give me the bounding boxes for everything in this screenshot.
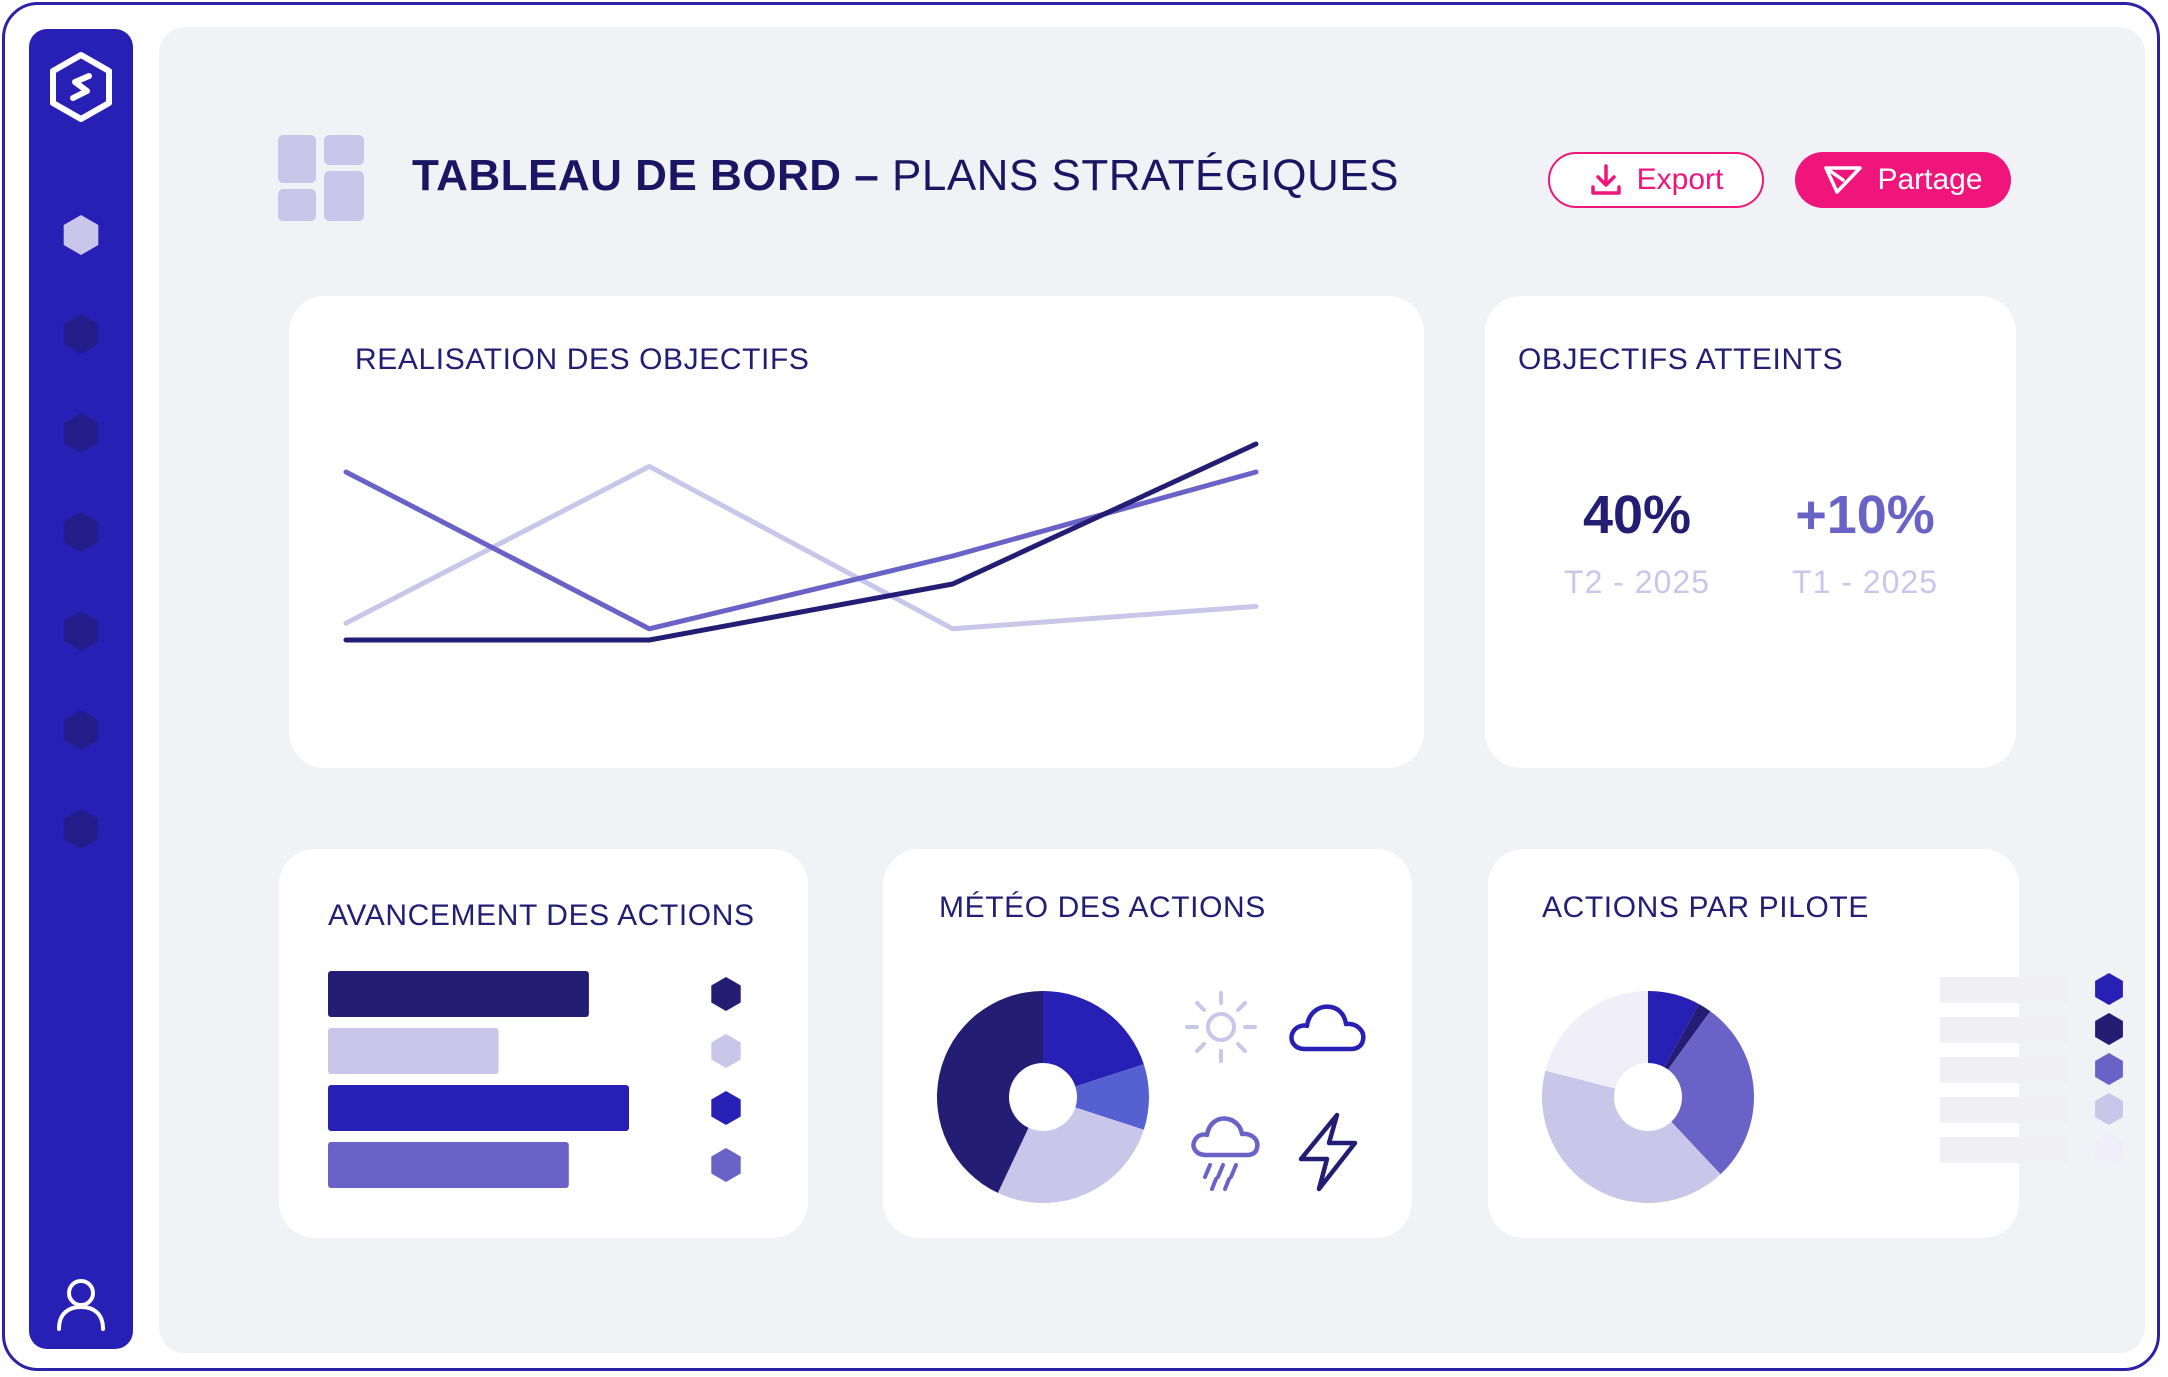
kpi-value-t1: +10% bbox=[1795, 485, 1935, 545]
page-title: TABLEAU DE BORD – PLANS STRATÉGIQUES bbox=[412, 151, 1399, 200]
main-area: TABLEAU DE BORD – PLANS STRATÉGIQUES Exp… bbox=[159, 27, 2145, 1353]
sun-icon bbox=[1185, 991, 1257, 1063]
kpi-value-t2: 40% bbox=[1582, 485, 1692, 545]
legend-hex-icon bbox=[2095, 973, 2123, 1005]
sidebar-item-item-3[interactable] bbox=[63, 413, 99, 453]
pilots-title: ACTIONS PAR PILOTE bbox=[1542, 891, 1869, 924]
logo-icon[interactable] bbox=[43, 49, 119, 125]
kpi-label-t2: T2 - 2025 bbox=[1564, 564, 1710, 600]
kpi-label-t1: T1 - 2025 bbox=[1792, 564, 1938, 600]
share-button[interactable]: Partage bbox=[1795, 152, 2011, 208]
legend-row bbox=[1940, 1017, 2068, 1043]
sidebar-item-item-7[interactable] bbox=[63, 809, 99, 849]
reached-card: OBJECTIFS ATTEINTS 40% T2 - 2025 +10% T1… bbox=[1485, 296, 2016, 768]
weather-card: MÉTÉO DES ACTIONS bbox=[883, 849, 1412, 1238]
weather-title: MÉTÉO DES ACTIONS bbox=[939, 891, 1266, 924]
legend-hex-icon bbox=[2095, 1053, 2123, 1085]
sidebar-item-home[interactable] bbox=[63, 215, 99, 255]
legend-hex-icon bbox=[711, 1148, 741, 1182]
legend-row bbox=[1940, 1057, 2068, 1083]
series-line-0 bbox=[343, 441, 1259, 643]
send-icon bbox=[1824, 166, 1863, 194]
user-icon[interactable] bbox=[55, 1277, 107, 1331]
pilot-slice bbox=[1542, 1070, 1721, 1203]
pilots-card: ACTIONS PAR PILOTE bbox=[1488, 849, 2019, 1238]
series-line-2 bbox=[343, 463, 1259, 632]
pilot-slice bbox=[1648, 991, 1700, 1068]
rain-icon bbox=[1191, 1116, 1260, 1191]
pilot-slice bbox=[1545, 991, 1648, 1089]
export-label: Export bbox=[1636, 163, 1724, 196]
progress-bar bbox=[328, 971, 589, 1017]
weather-donut-chart bbox=[937, 991, 1149, 1203]
pilots-legend-markers bbox=[2095, 973, 2123, 1165]
legend-hex-icon bbox=[2095, 1133, 2123, 1165]
objectives-title: REALISATION DES OBJECTIFS bbox=[355, 343, 810, 376]
legend-hex-icon bbox=[711, 1034, 741, 1068]
objectives-line-chart bbox=[343, 441, 1259, 643]
progress-title: AVANCEMENT DES ACTIONS bbox=[328, 899, 755, 932]
export-button[interactable]: Export bbox=[1548, 152, 1764, 208]
legend-hex-icon bbox=[711, 1091, 741, 1125]
lightning-icon bbox=[1298, 1112, 1358, 1192]
share-label: Partage bbox=[1877, 163, 1983, 196]
pilot-slice bbox=[1667, 1011, 1755, 1175]
sidebar bbox=[29, 29, 133, 1349]
weather-slice bbox=[1075, 1064, 1149, 1130]
legend-hex-icon bbox=[2095, 1093, 2123, 1125]
legend-row bbox=[1940, 1097, 2068, 1123]
legend-row bbox=[1940, 1137, 2068, 1163]
reached-title: OBJECTIFS ATTEINTS bbox=[1518, 343, 1844, 376]
cloud-icon bbox=[1289, 1004, 1366, 1052]
pilots-donut-chart bbox=[1542, 991, 1755, 1203]
legend-hex-icon bbox=[711, 977, 741, 1011]
progress-bar-chart bbox=[328, 971, 741, 1188]
legend-hex-icon bbox=[2095, 1013, 2123, 1045]
progress-bar bbox=[328, 1085, 629, 1131]
download-icon bbox=[1590, 164, 1621, 195]
progress-card: AVANCEMENT DES ACTIONS bbox=[279, 849, 808, 1238]
objectives-card: REALISATION DES OBJECTIFS bbox=[289, 296, 1424, 768]
progress-bar bbox=[328, 1142, 569, 1188]
sidebar-item-item-6[interactable] bbox=[63, 710, 99, 750]
progress-bar bbox=[328, 1028, 499, 1074]
weather-slice bbox=[997, 1107, 1144, 1203]
sidebar-item-item-5[interactable] bbox=[63, 611, 99, 651]
sidebar-item-item-4[interactable] bbox=[63, 512, 99, 552]
legend-row bbox=[1940, 977, 2068, 1003]
sidebar-item-item-2[interactable] bbox=[63, 314, 99, 354]
pilot-slice bbox=[1664, 1004, 1711, 1070]
weather-slice bbox=[1043, 991, 1144, 1087]
sidebar-nav bbox=[63, 215, 99, 849]
dashboard-icon bbox=[278, 135, 364, 221]
weather-slice bbox=[937, 991, 1043, 1193]
